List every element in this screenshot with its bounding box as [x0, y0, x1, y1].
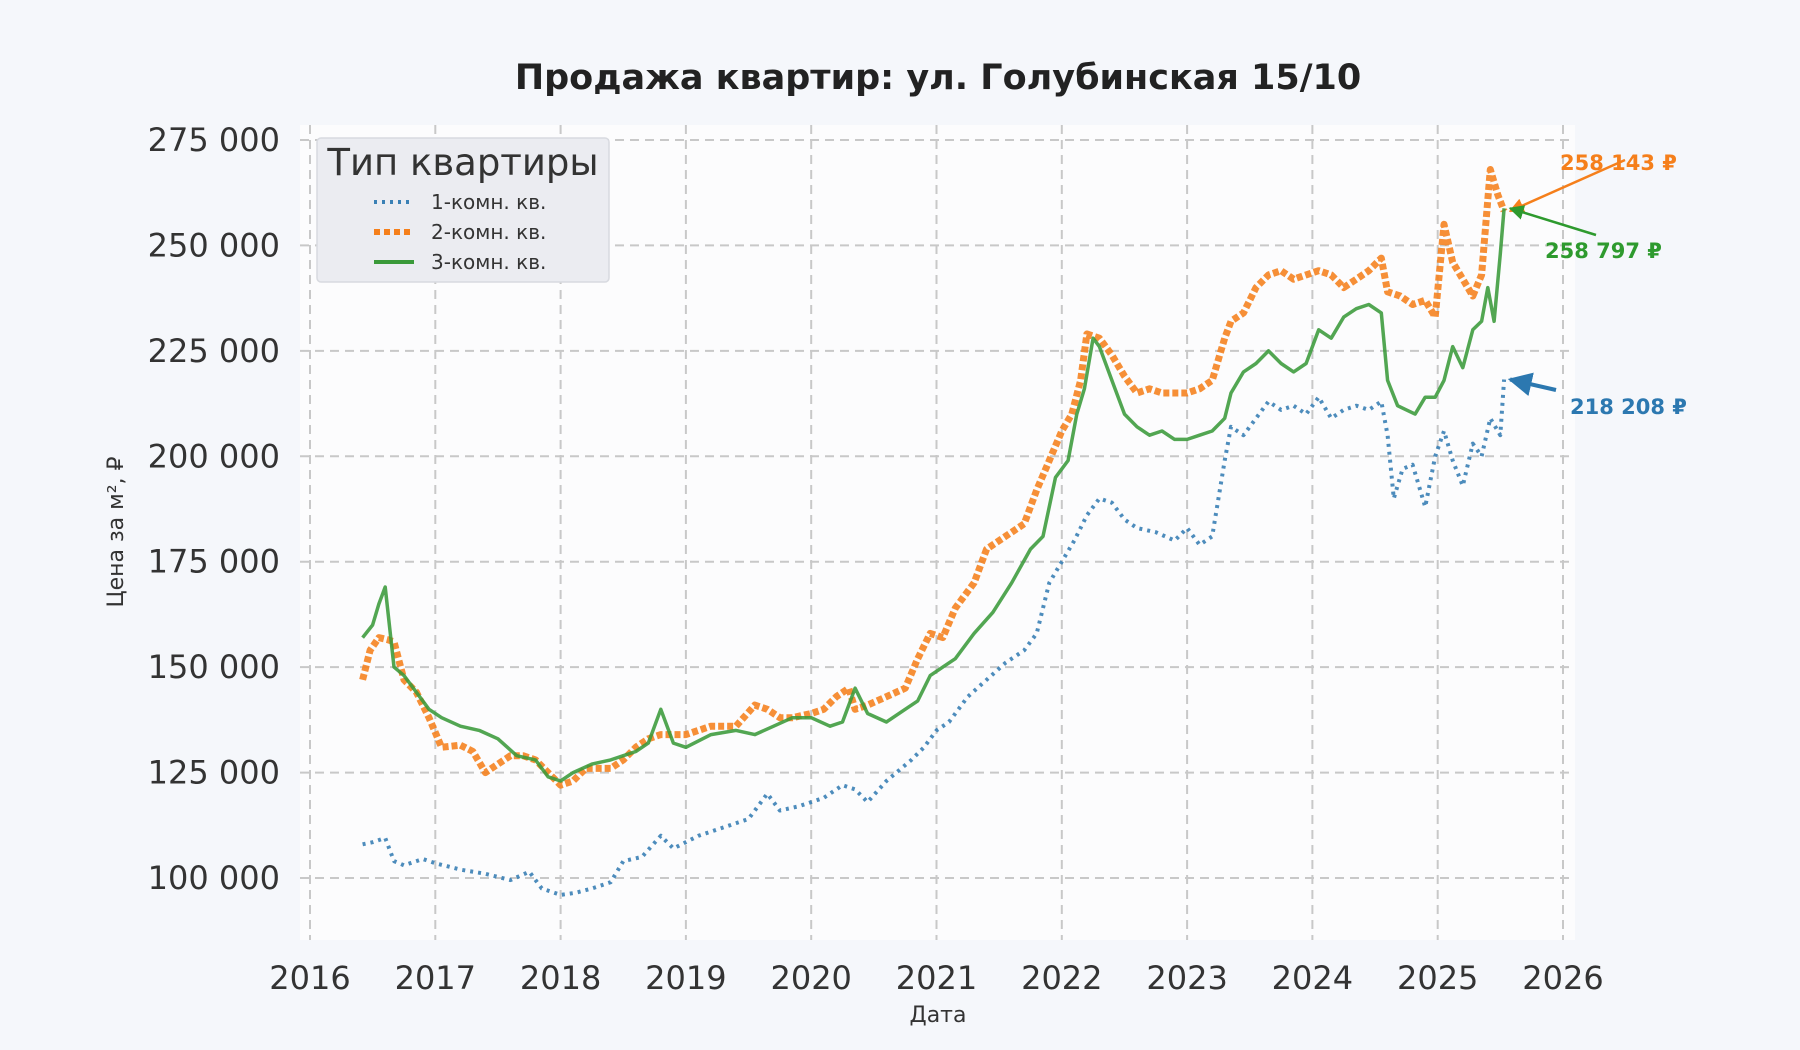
- y-tick-labels: 100 000 125 000 150 000 175 000 200 000 225 0…: [148, 121, 280, 897]
- annotation-label: 258 143 ₽: [1560, 151, 1677, 175]
- x-tick-label: 2024: [1272, 959, 1353, 997]
- x-tick-label: 2017: [395, 959, 476, 997]
- chart-title: Продажа квартир: ул. Голубинская 15/10: [515, 58, 1361, 98]
- x-tick-labels: 2016 2017 2018 2019 2020 2021 2022 2023 2024 2025…: [269, 959, 1603, 997]
- x-tick-label: 2023: [1146, 959, 1227, 997]
- y-tick-label: 150 000: [148, 648, 280, 686]
- x-tick-label: 2016: [269, 959, 350, 997]
- annotation-arrow: [1508, 158, 1626, 213]
- series-line-1room: [362, 379, 1507, 897]
- annotation-label: 218 208 ₽: [1570, 395, 1687, 419]
- x-tick-label: 2018: [520, 959, 601, 997]
- y-tick-label: 225 000: [148, 332, 280, 370]
- y-tick-label: 175 000: [148, 543, 280, 581]
- y-axis-label: Цена за м², ₽: [104, 456, 129, 607]
- y-tick-label: 250 000: [148, 226, 280, 264]
- annotation-arrow: [1508, 205, 1597, 237]
- y-tick-label: 200 000: [148, 437, 280, 475]
- legend-label-2room: 2-комн. кв.: [431, 220, 546, 244]
- series-line-3room: [361, 208, 1506, 783]
- x-axis-label: Дата: [910, 1003, 967, 1028]
- x-tick-label: 2022: [1021, 959, 1102, 997]
- legend: Тип квартиры 1-комн. кв. 2-комн. кв. 3-к…: [316, 137, 610, 283]
- y-tick-label: 100 000: [148, 859, 280, 897]
- annotation-layer: 258 143 ₽ 258 797 ₽ 218 208 ₽: [1507, 151, 1687, 419]
- annotation-arrow: [1507, 372, 1557, 397]
- x-tick-label: 2019: [645, 959, 726, 997]
- legend-title: Тип квартиры: [326, 141, 598, 184]
- legend-label-3room: 3-комн. кв.: [431, 250, 546, 274]
- y-tick-label: 125 000: [148, 754, 280, 792]
- x-tick-label: 2025: [1397, 959, 1478, 997]
- x-tick-label: 2021: [896, 959, 977, 997]
- series-layer: [359, 166, 1508, 897]
- x-tick-label: 2020: [770, 959, 851, 997]
- legend-label-1room: 1-комн. кв.: [431, 190, 546, 214]
- annotation-label: 258 797 ₽: [1545, 239, 1662, 263]
- legend-box: [316, 137, 610, 283]
- x-tick-label: 2026: [1522, 959, 1603, 997]
- y-tick-label: 275 000: [148, 121, 280, 159]
